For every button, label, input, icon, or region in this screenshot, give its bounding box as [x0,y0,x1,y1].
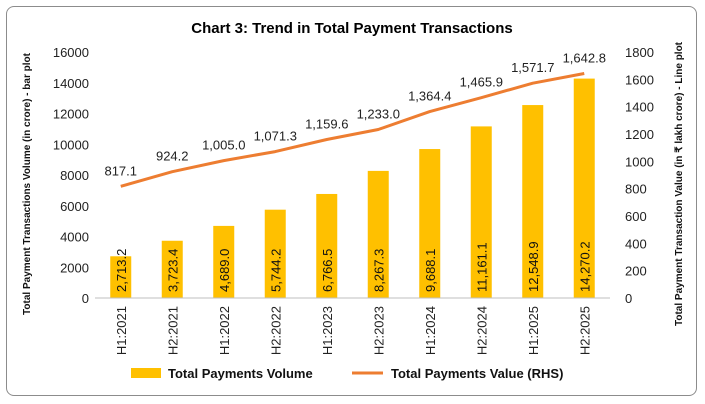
y-axis-title: Total Payment Transactions Volume (in cr… [22,52,33,315]
y2-tick-label: 1400 [625,100,654,115]
y-tick-label: 0 [82,291,89,306]
bar [316,193,338,298]
line-data-label: 1,159.6 [305,117,348,132]
bar [419,149,441,298]
y2-tick-label: 1000 [625,154,654,169]
chart-title: Chart 3: Trend in Total Payment Transact… [191,20,512,37]
y2-tick-label: 0 [625,291,632,306]
legend-label-value: Total Payments Value (RHS) [391,366,563,381]
bar [522,105,544,298]
y2-tick-label: 1800 [625,45,654,60]
bar-data-label: 9,688.1 [423,249,438,292]
bar [110,256,132,298]
y2-tick-label: 1600 [625,72,654,87]
y-tick-label: 10000 [53,137,89,152]
bar-data-label: 4,689.0 [217,249,232,292]
line-data-label: 817.1 [104,163,137,178]
bar-data-label: 5,744.2 [268,249,283,292]
legend-label-volume: Total Payments Volume [168,366,313,381]
bar-data-label: 3,723.4 [165,249,180,292]
x-tick-label: H2:2022 [268,306,283,355]
line-data-label: 1,571.7 [511,60,554,75]
line-series: 817.1 924.2 1,005.0 1,071.3 1,159.6 1,233.0 1,… [104,50,606,188]
y-tick-label: 12000 [53,107,89,122]
x-axis: H1:2021 H2:2021 H1:2022 H2:2022 H1:2023 H2:20… [114,306,593,355]
right-axis: 0 200 400 600 800 1000 1200 1400 1600 1800 [625,45,654,306]
line-data-label: 1,642.8 [563,50,606,65]
bar [573,78,595,298]
bar [213,225,235,298]
y-tick-label: 6000 [60,199,89,214]
x-tick-label: H2:2025 [577,306,592,355]
y2-tick-label: 1200 [625,127,654,142]
y-tick-label: 14000 [53,76,89,91]
bar-data-label: 6,766.5 [320,249,335,292]
line-data-label: 1,071.3 [254,129,297,144]
bar [161,240,183,298]
line-data-label: 1,465.9 [460,75,503,90]
bar [470,126,492,298]
y-tick-label: 4000 [60,230,89,245]
left-axis: 0 2000 4000 6000 8000 10000 12000 14000 16000 [53,45,89,306]
line-data-label: 1,233.0 [357,106,400,121]
x-tick-label: H2:2021 [165,306,180,355]
legend-swatch-volume [131,368,161,378]
y2-tick-label: 200 [625,264,647,279]
bar-data-label: 8,267.3 [371,249,386,292]
bar [264,209,286,298]
x-tick-label: H2:2024 [474,306,489,355]
line-data-label: 1,005.0 [202,138,245,153]
bar-series: 2,713.2 3,723.4 4,689.0 5,744.2 6,766.5 8,267… [110,78,595,298]
bar-data-label: 14,270.2 [577,241,592,292]
legend: Total Payments Volume Total Payments Val… [131,366,563,381]
line-data-label: 1,364.4 [408,89,451,104]
bar-data-label: 2,713.2 [114,249,129,292]
y2-tick-label: 400 [625,236,647,251]
x-tick-label: H1:2023 [320,306,335,355]
y-tick-label: 8000 [60,168,89,183]
y2-axis-title: Total Payment Transaction Value (in ₹ la… [674,41,685,326]
line-path [120,72,585,188]
x-tick-label: H1:2024 [423,306,438,355]
bar-data-label: 12,548.9 [526,241,541,292]
line-data-label: 924.2 [156,149,189,164]
x-tick-label: H1:2025 [526,306,541,355]
y-tick-label: 2000 [60,260,89,275]
bar [367,170,389,298]
y2-tick-label: 600 [625,209,647,224]
x-tick-label: H2:2023 [371,306,386,355]
bar-data-label: 11,161.1 [474,242,489,292]
x-tick-label: H1:2022 [217,306,232,355]
y2-tick-label: 800 [625,182,647,197]
x-tick-label: H1:2021 [114,306,129,355]
y-tick-label: 16000 [53,45,89,60]
